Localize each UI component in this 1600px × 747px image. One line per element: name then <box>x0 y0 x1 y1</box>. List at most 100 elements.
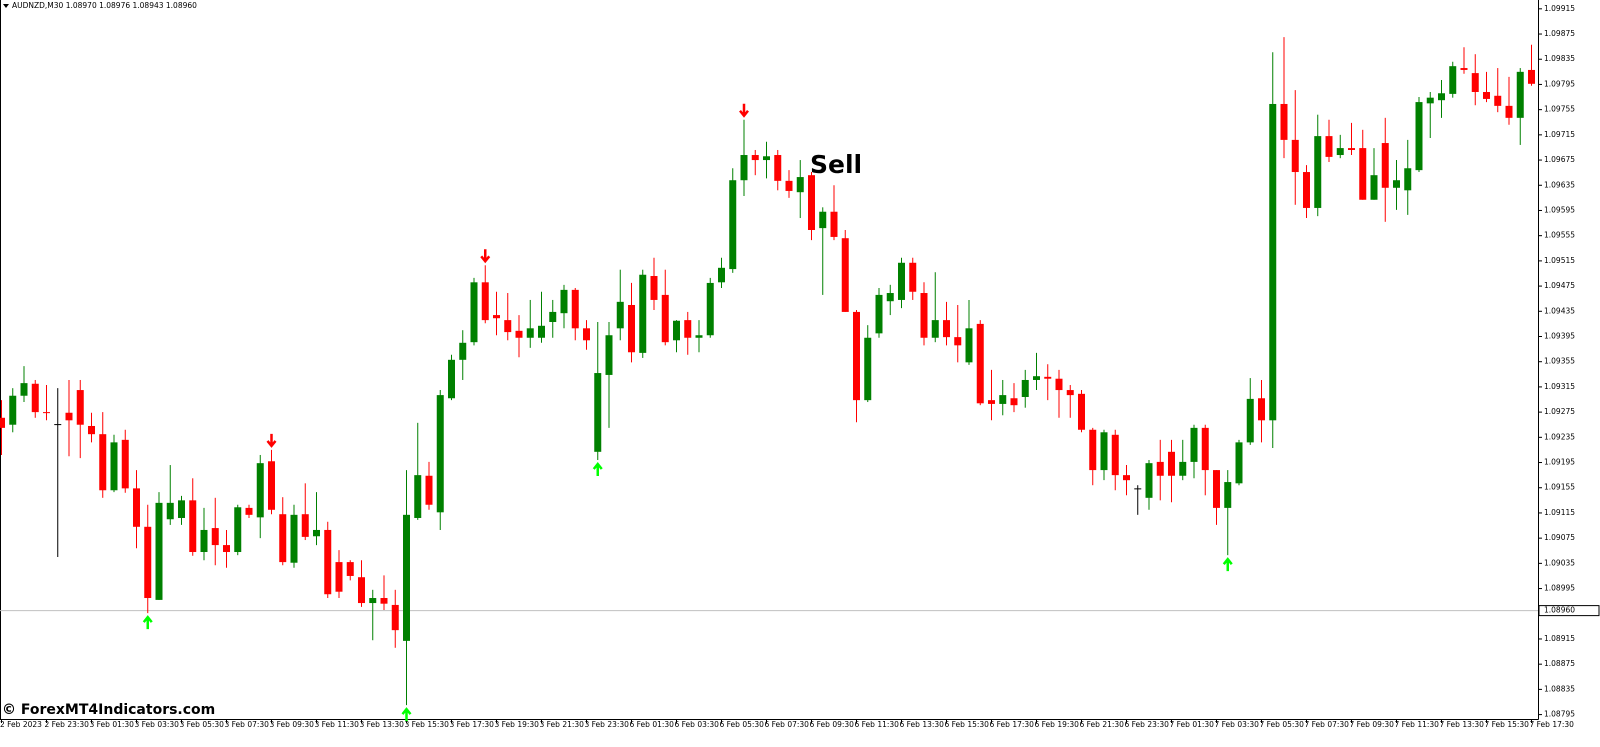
x-tick-label: 3 Feb 09:30 <box>270 720 315 729</box>
candle-body <box>695 335 703 338</box>
sell-arrow <box>739 103 749 118</box>
candle-body <box>1078 393 1085 430</box>
y-tick-label: 1.09315 <box>1544 382 1575 391</box>
candle-body <box>515 330 523 338</box>
candle-body <box>414 475 422 518</box>
candle-body <box>954 337 962 346</box>
y-tick-label: 1.08915 <box>1544 634 1575 643</box>
candle-body <box>43 412 50 414</box>
candle-body <box>1280 103 1288 140</box>
candle-body <box>1438 93 1445 101</box>
candle-body <box>999 395 1007 404</box>
candle-body <box>1460 68 1468 70</box>
candle-body <box>673 320 680 341</box>
y-tick-label: 1.09275 <box>1544 407 1575 416</box>
candle-body <box>616 301 624 329</box>
x-tick-label: 3 Feb 15:30 <box>405 720 450 729</box>
candle-body <box>1089 429 1097 471</box>
candle-body <box>493 315 500 319</box>
candle-body <box>796 177 804 193</box>
sell-arrow <box>266 433 277 448</box>
candle-body <box>459 342 467 360</box>
candle-body <box>1168 451 1175 476</box>
x-tick-label: 3 Feb 17:30 <box>450 720 495 729</box>
sell-arrow <box>480 249 491 264</box>
candle-body <box>1336 148 1344 156</box>
candle-body <box>1258 398 1265 421</box>
x-tick-label: 6 Feb 11:30 <box>855 720 900 729</box>
candle-body <box>830 211 838 237</box>
candle-body <box>425 475 433 505</box>
buy-arrow <box>401 707 412 722</box>
candle-body <box>819 211 827 229</box>
candle-body <box>729 180 737 270</box>
candle-body <box>166 502 174 520</box>
buy-arrow <box>1222 557 1233 572</box>
x-tick-label: 7 Feb 11:30 <box>1395 720 1440 729</box>
candle-body <box>526 328 534 338</box>
y-tick-label: 1.09635 <box>1544 180 1575 189</box>
candle-body <box>1314 136 1322 208</box>
candle-body <box>133 488 140 527</box>
x-tick-label: 6 Feb 13:30 <box>900 720 945 729</box>
candle-body <box>234 507 242 553</box>
candle-body <box>279 514 287 563</box>
candle-body <box>256 463 264 518</box>
candle-body <box>740 155 748 181</box>
candle-body <box>1156 461 1164 476</box>
candle-body <box>1100 432 1108 471</box>
y-tick-label: 1.08995 <box>1544 584 1575 593</box>
candle-body <box>1325 136 1333 157</box>
candle-body <box>1471 73 1479 93</box>
annotation: Sell <box>810 150 862 179</box>
candle-body <box>1044 376 1052 379</box>
x-tick-label: 6 Feb 17:30 <box>990 720 1035 729</box>
y-tick-label: 1.09115 <box>1544 508 1575 517</box>
x-tick-label: 3 Feb 05:30 <box>180 720 225 729</box>
x-tick-label: 3 Feb 23:30 <box>585 720 630 729</box>
candle-body <box>1033 376 1040 380</box>
candle-body <box>785 180 793 191</box>
y-tick-label: 1.09715 <box>1544 130 1575 139</box>
candle-body <box>211 528 219 546</box>
candle-body <box>706 282 714 336</box>
candle-body <box>1449 66 1457 94</box>
candle-body <box>1359 148 1367 200</box>
chart-title: AUDNZD,M30 1.08970 1.08976 1.08943 1.089… <box>12 1 197 10</box>
candle-body <box>774 155 782 181</box>
y-tick-label: 1.09155 <box>1544 483 1575 492</box>
buy-arrow <box>592 462 603 477</box>
candle-body <box>1381 143 1389 188</box>
candle-body <box>1179 461 1187 476</box>
candle-body <box>110 442 118 491</box>
candle-body <box>1370 175 1378 200</box>
candle-body <box>1145 463 1153 498</box>
y-tick-label: 1.08875 <box>1544 659 1575 668</box>
candle-body <box>504 320 512 333</box>
x-tick-label: 6 Feb 05:30 <box>720 720 765 729</box>
candle-body <box>391 604 399 631</box>
candle-body <box>20 383 28 396</box>
candle-body <box>1494 95 1502 106</box>
candle-body <box>369 598 377 604</box>
x-tick-label: 3 Feb 13:30 <box>360 720 405 729</box>
candle-body <box>290 514 298 563</box>
candle-body <box>920 293 928 338</box>
candle-body <box>448 359 455 399</box>
x-tick-label: 6 Feb 23:30 <box>1125 720 1170 729</box>
candle-body <box>538 325 545 338</box>
menu-triangle <box>3 4 9 8</box>
candle-body <box>976 323 984 404</box>
x-tick-label: 7 Feb 05:30 <box>1260 720 1305 729</box>
x-tick-label: 7 Feb 13:30 <box>1440 720 1485 729</box>
y-tick-label: 1.08795 <box>1544 710 1575 719</box>
candle-body <box>380 598 388 604</box>
candle-body <box>1201 427 1209 471</box>
candle-body <box>1190 427 1198 462</box>
x-tick-label: 6 Feb 07:30 <box>765 720 810 729</box>
x-tick-label: 3 Feb 11:30 <box>315 720 360 729</box>
candle-body <box>594 373 602 452</box>
y-tick-label: 1.09755 <box>1544 105 1575 114</box>
x-tick-label: 2 Feb 2023 <box>0 720 42 729</box>
